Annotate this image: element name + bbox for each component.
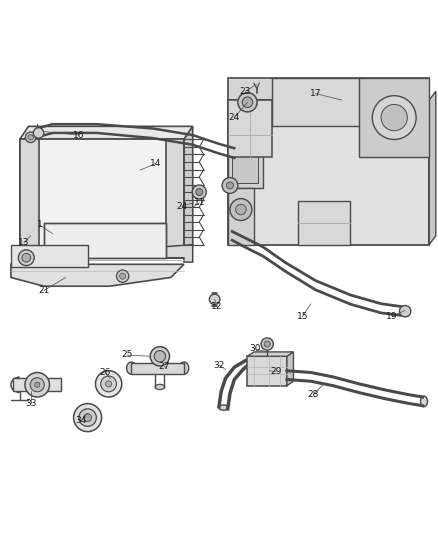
- Circle shape: [192, 185, 206, 199]
- Polygon shape: [429, 91, 436, 245]
- Text: 29: 29: [270, 367, 282, 376]
- Polygon shape: [228, 188, 254, 245]
- Ellipse shape: [219, 405, 228, 410]
- Text: 19: 19: [386, 312, 398, 321]
- Circle shape: [399, 305, 411, 317]
- Polygon shape: [228, 135, 263, 188]
- Polygon shape: [247, 356, 287, 386]
- Text: 17: 17: [310, 89, 321, 98]
- Circle shape: [101, 376, 117, 392]
- Polygon shape: [131, 363, 184, 374]
- Text: 34: 34: [75, 416, 87, 425]
- Circle shape: [25, 373, 49, 397]
- Polygon shape: [298, 201, 350, 245]
- Circle shape: [33, 128, 44, 138]
- Polygon shape: [11, 245, 88, 266]
- Text: 32: 32: [213, 360, 225, 369]
- Polygon shape: [247, 352, 293, 356]
- Circle shape: [381, 104, 407, 131]
- Text: 30: 30: [249, 344, 261, 353]
- Polygon shape: [287, 352, 293, 386]
- Polygon shape: [13, 378, 61, 391]
- Polygon shape: [228, 100, 272, 157]
- Ellipse shape: [420, 396, 427, 407]
- Polygon shape: [20, 140, 39, 258]
- Circle shape: [226, 182, 233, 189]
- Text: 16: 16: [73, 131, 85, 140]
- Polygon shape: [44, 223, 166, 258]
- Ellipse shape: [179, 362, 189, 374]
- Text: 21: 21: [38, 286, 49, 295]
- Circle shape: [95, 371, 122, 397]
- Circle shape: [238, 93, 257, 112]
- Circle shape: [154, 351, 166, 362]
- Polygon shape: [228, 78, 429, 100]
- Ellipse shape: [155, 384, 165, 390]
- Text: 11: 11: [194, 198, 205, 207]
- Text: 25: 25: [121, 351, 133, 359]
- Circle shape: [18, 250, 34, 265]
- Polygon shape: [184, 126, 193, 258]
- Circle shape: [261, 338, 273, 350]
- Circle shape: [120, 273, 126, 279]
- Circle shape: [196, 189, 203, 196]
- Text: 33: 33: [25, 399, 36, 408]
- Text: 14: 14: [150, 159, 161, 168]
- Polygon shape: [228, 100, 429, 245]
- Circle shape: [372, 96, 416, 140]
- Polygon shape: [166, 140, 184, 258]
- Text: 13: 13: [18, 238, 30, 247]
- Circle shape: [74, 403, 102, 432]
- Circle shape: [79, 409, 96, 426]
- Circle shape: [22, 253, 31, 262]
- Circle shape: [230, 199, 252, 221]
- Text: 15: 15: [297, 312, 308, 321]
- Polygon shape: [11, 264, 184, 286]
- Circle shape: [264, 341, 270, 347]
- Text: 1: 1: [36, 220, 42, 229]
- Polygon shape: [20, 245, 193, 262]
- Circle shape: [35, 382, 40, 387]
- Text: 23: 23: [240, 87, 251, 96]
- Circle shape: [28, 135, 33, 140]
- Text: 27: 27: [159, 362, 170, 371]
- Polygon shape: [20, 126, 193, 140]
- Text: 26: 26: [99, 368, 111, 377]
- Circle shape: [150, 346, 170, 366]
- Circle shape: [30, 378, 44, 392]
- Circle shape: [242, 97, 253, 108]
- Circle shape: [236, 204, 246, 215]
- Text: 12: 12: [211, 302, 223, 311]
- Ellipse shape: [127, 362, 136, 374]
- Polygon shape: [20, 140, 184, 258]
- Polygon shape: [272, 78, 372, 126]
- Text: 24: 24: [229, 113, 240, 122]
- Polygon shape: [359, 78, 429, 157]
- Polygon shape: [232, 140, 258, 183]
- Circle shape: [106, 381, 112, 387]
- Circle shape: [222, 177, 238, 193]
- Circle shape: [209, 294, 220, 304]
- Text: 28: 28: [307, 390, 319, 399]
- Circle shape: [25, 132, 36, 142]
- Circle shape: [117, 270, 129, 282]
- Circle shape: [84, 414, 92, 422]
- Text: 24: 24: [176, 201, 187, 211]
